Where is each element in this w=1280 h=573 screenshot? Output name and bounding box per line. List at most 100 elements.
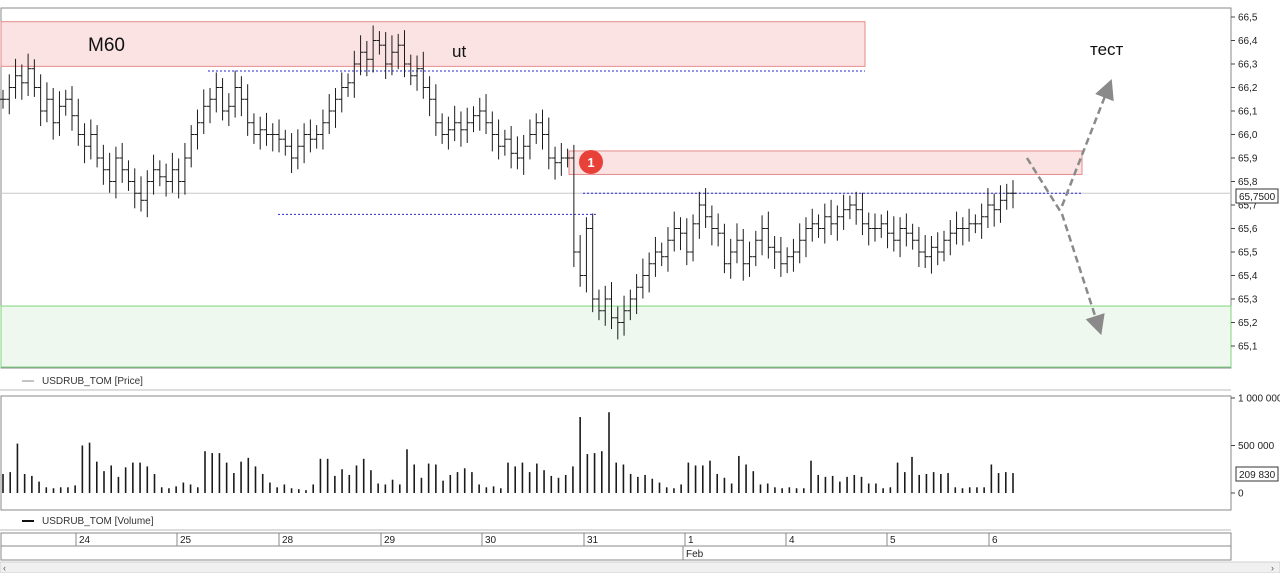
annotation-m60: M60 <box>88 35 125 56</box>
price-bar <box>81 123 88 164</box>
price-bar <box>370 25 377 73</box>
volume-bars <box>2 412 1014 493</box>
x-axis-day-label: 6 <box>992 535 998 546</box>
price-tick-label: 65,2 <box>1238 318 1258 329</box>
x-axis-day-label: 30 <box>485 535 497 546</box>
x-axis-day-label: 5 <box>890 535 896 546</box>
price-bar <box>614 306 621 340</box>
price-bar <box>846 195 853 220</box>
price-bar <box>821 203 828 244</box>
price-tick-label: 65,4 <box>1238 271 1258 282</box>
price-bar <box>0 89 6 109</box>
marker-1-label: 1 <box>587 155 594 170</box>
price-bar <box>514 136 521 170</box>
price-bar <box>539 109 546 150</box>
annotation-ut: ut <box>452 42 466 61</box>
price-bar <box>269 123 276 152</box>
price-bar <box>602 285 609 326</box>
price-bar <box>815 214 822 238</box>
price-tick-label: 66,0 <box>1238 130 1258 141</box>
price-bar <box>922 235 929 268</box>
price-bar <box>972 214 979 234</box>
price-bar <box>802 217 809 258</box>
price-bar <box>351 50 358 98</box>
x-axis-day-label: 29 <box>384 535 396 546</box>
price-bar <box>181 142 188 195</box>
price-tick-label: 65,3 <box>1238 295 1258 306</box>
price-bar <box>834 205 841 241</box>
price-bar <box>526 119 533 160</box>
price-bar <box>276 119 283 153</box>
arrow-down-first <box>1025 157 1064 215</box>
price-bar <box>865 212 872 246</box>
price-tick-label: 66,5 <box>1238 13 1258 24</box>
price-bar <box>777 236 784 277</box>
price-bar <box>225 93 232 127</box>
price-bar <box>627 289 634 321</box>
price-bar <box>752 230 759 267</box>
horizontal-scrollbar[interactable] <box>0 561 1280 573</box>
price-bar <box>784 247 791 274</box>
price-bar <box>809 208 816 242</box>
price-bar <box>570 144 577 268</box>
price-bar <box>884 210 891 249</box>
price-legend: USDRUB_TOM [Price] <box>42 376 143 387</box>
price-bar <box>401 30 408 78</box>
price-bar <box>294 129 301 170</box>
price-bar <box>250 113 257 144</box>
price-bar <box>395 33 402 70</box>
price-tick-label: 66,1 <box>1238 107 1258 118</box>
price-bar <box>978 203 985 239</box>
price-bar <box>721 223 728 274</box>
price-bar <box>376 31 383 55</box>
price-bar <box>639 258 646 299</box>
price-bar <box>194 109 201 150</box>
scroll-left-icon[interactable]: ‹ <box>3 563 6 573</box>
price-bar <box>953 211 960 245</box>
price-bar <box>87 119 94 160</box>
last-price-label: 65,7500 <box>1239 192 1276 203</box>
price-bar <box>621 295 628 336</box>
annotation-test: тест <box>1090 40 1124 59</box>
last-price-badge <box>1235 188 1279 204</box>
price-bar <box>928 236 935 274</box>
price-bar <box>595 289 602 321</box>
arrow-down <box>1060 213 1105 336</box>
volume-tick-label: 500 000 <box>1238 441 1275 452</box>
price-bar <box>765 211 772 259</box>
price-bar <box>483 94 490 135</box>
price-bar <box>984 188 991 229</box>
price-bar <box>859 192 866 236</box>
price-bar <box>43 82 50 123</box>
price-bar <box>589 213 596 313</box>
price-bar <box>790 238 797 272</box>
price-bar <box>733 223 740 264</box>
x-axis-day-label: 1 <box>688 535 694 546</box>
price-bar <box>966 208 973 242</box>
price-bar <box>207 87 214 124</box>
price-bar <box>439 113 446 144</box>
price-bar <box>545 117 552 170</box>
price-bar <box>501 129 508 156</box>
price-bar <box>263 112 270 146</box>
price-bar <box>457 111 464 147</box>
price-levels <box>1 70 1231 215</box>
last-volume-label: 209 830 <box>1239 470 1276 481</box>
price-bar <box>69 86 76 131</box>
price-bar <box>658 242 665 267</box>
price-bar <box>940 230 947 262</box>
price-bar <box>138 176 145 212</box>
price-tick-label: 66,4 <box>1238 36 1258 47</box>
price-bar <box>363 40 370 77</box>
price-bar <box>12 58 19 99</box>
price-bar <box>1003 183 1010 210</box>
scroll-right-icon[interactable]: › <box>1271 563 1274 573</box>
price-tick-label: 66,2 <box>1238 83 1258 94</box>
price-bar <box>37 74 44 127</box>
price-bar <box>232 70 239 118</box>
price-bar <box>608 282 615 330</box>
price-bar <box>890 216 897 252</box>
price-bar <box>119 142 126 183</box>
volume-legend: USDRUB_TOM [Volume] <box>42 516 154 527</box>
x-axis-day-label: 24 <box>79 535 91 546</box>
